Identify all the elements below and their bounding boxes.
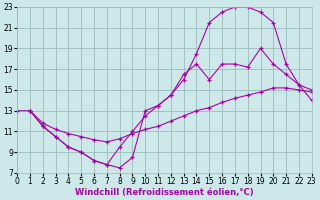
X-axis label: Windchill (Refroidissement éolien,°C): Windchill (Refroidissement éolien,°C)	[75, 188, 254, 197]
